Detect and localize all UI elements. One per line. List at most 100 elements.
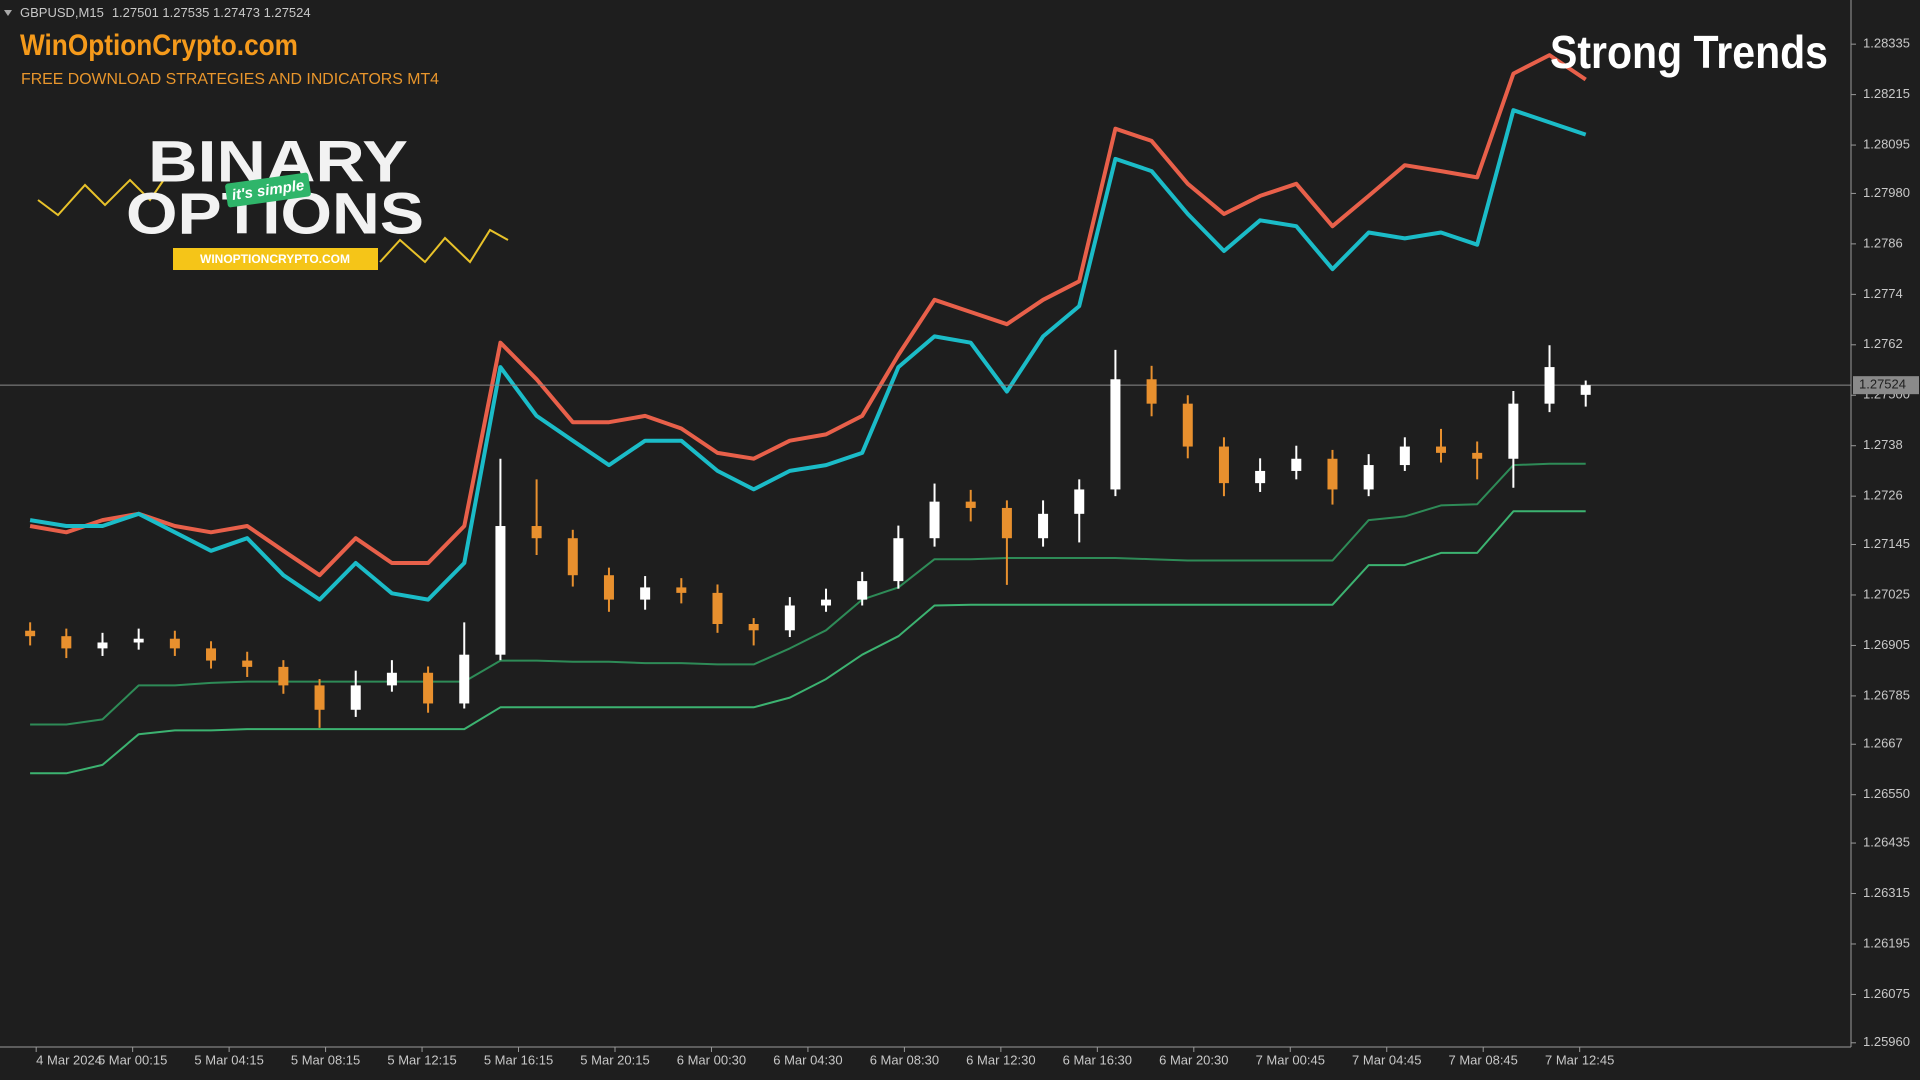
chart-subtitle: 1.27501 1.27535 1.27473 1.27524 [112,5,311,20]
x-tick-label: 5 Mar 16:15 [484,1052,553,1067]
indicator-line [30,462,1586,726]
candle-body [640,587,651,600]
candle-body [1255,470,1266,484]
candle-body [1291,458,1302,471]
x-tick-label: 7 Mar 04:45 [1352,1052,1421,1067]
plot-area [0,53,1851,775]
y-tick-label: 1.2667 [1863,736,1903,751]
candle-body [1146,379,1157,404]
logo-zigzag [37,177,166,217]
badge-box [225,172,311,208]
candle-body [1508,403,1519,459]
chart-title: GBPUSD,M15 [20,5,104,20]
candle-body [25,630,36,637]
indicator-line [30,510,1586,775]
x-tick-label: 7 Mar 08:45 [1449,1052,1518,1067]
y-tick-label: 1.26550 [1863,786,1910,801]
y-tick-label: 1.26195 [1863,935,1910,950]
x-tick-label: 7 Mar 00:45 [1256,1052,1325,1067]
candle-body [350,685,361,710]
candle-body [1218,446,1229,484]
candle-body [1472,452,1483,459]
candle-body [97,642,108,649]
candle-body [676,587,687,593]
candle-body [61,636,72,649]
tagline: FREE DOWNLOAD STRATEGIES AND INDICATORS … [21,71,439,88]
x-tick-label: 5 Mar 08:15 [291,1052,360,1067]
y-tick-label: 1.2738 [1863,437,1903,452]
y-tick-label: 1.27145 [1863,536,1910,551]
candle-body [386,672,397,686]
x-tick-label: 6 Mar 04:30 [773,1052,842,1067]
price-label-box [1853,376,1919,395]
candle-body [857,581,868,600]
candle-body [314,685,325,710]
candle-body [1327,458,1338,490]
x-tick-label: 6 Mar 20:30 [1159,1052,1228,1067]
y-tick-label: 1.26315 [1863,885,1910,900]
candle-body [965,501,976,508]
x-tick-label: 5 Mar 12:15 [387,1052,456,1067]
candle-body [784,605,795,631]
y-tick-label: 1.28095 [1863,137,1910,152]
y-tick-label: 1.28215 [1863,86,1910,101]
indicator-line [29,53,1587,578]
candle-body [278,666,289,686]
y-tick-label: 1.2762 [1863,336,1903,351]
candle-body [893,538,904,582]
candle-body [603,575,614,600]
candle-body [459,654,470,704]
x-tick-label: 5 Mar 04:15 [194,1052,263,1067]
candle-body [1544,367,1555,404]
x-tick-label: 6 Mar 08:30 [870,1052,939,1067]
logo-url-box [173,248,378,270]
indicator-line [29,108,1587,602]
candle-body [1182,403,1193,447]
symbol-header: GBPUSD,M15 1.27501 1.27535 1.27473 1.2752… [20,5,311,20]
y-tick-label: 1.27025 [1863,586,1910,601]
candle-body [1580,385,1591,395]
y-tick-label: 1.28335 [1863,36,1910,51]
candle-body [1038,513,1049,539]
candle-body [1363,465,1374,490]
candle-body [1074,489,1085,514]
candle-body [169,638,180,649]
x-tick-label: 6 Mar 00:30 [677,1052,746,1067]
y-tick-label: 1.25960 [1863,1034,1910,1049]
x-tick-label: 5 Mar 00:15 [98,1052,167,1067]
candle-body [206,648,217,661]
y-tick-label: 1.27980 [1863,185,1910,200]
candle-body [712,592,723,624]
candle-body [1436,446,1447,453]
candle-body [1110,379,1121,490]
x-tick-label: 6 Mar 12:30 [966,1052,1035,1067]
x-tick-label: 5 Mar 20:15 [580,1052,649,1067]
candle-body [929,501,940,539]
candle-body [1001,507,1012,539]
candle-body [531,526,542,539]
y-tick-label: 1.2786 [1863,235,1903,250]
y-tick-label: 1.26075 [1863,986,1910,1001]
candle-body [242,660,253,667]
price-label: 1.27524 [1859,377,1906,392]
y-tick-label: 1.26905 [1863,637,1910,652]
candle-body [495,526,506,655]
site-name: WinOptionCrypto.com [20,29,298,62]
candle-body [1399,446,1410,466]
menu-arrow [4,10,12,16]
candle-body [133,638,144,643]
logo-url: WINOPTIONCRYPTO.COM [200,252,350,266]
candle-body [423,672,434,704]
candle-body [821,599,832,606]
y-tick-label: 1.26785 [1863,687,1910,702]
y-tick-label: 1.2726 [1863,488,1903,503]
x-tick-label: 4 Mar 2024 [36,1052,102,1067]
candle-body [567,538,578,576]
y-tick-label: 1.26435 [1863,835,1910,850]
y-tick-label: 1.2774 [1863,286,1903,301]
annotation: Strong Trends [1550,26,1828,78]
candle-body [748,623,759,631]
x-tick-label: 7 Mar 12:45 [1545,1052,1614,1067]
